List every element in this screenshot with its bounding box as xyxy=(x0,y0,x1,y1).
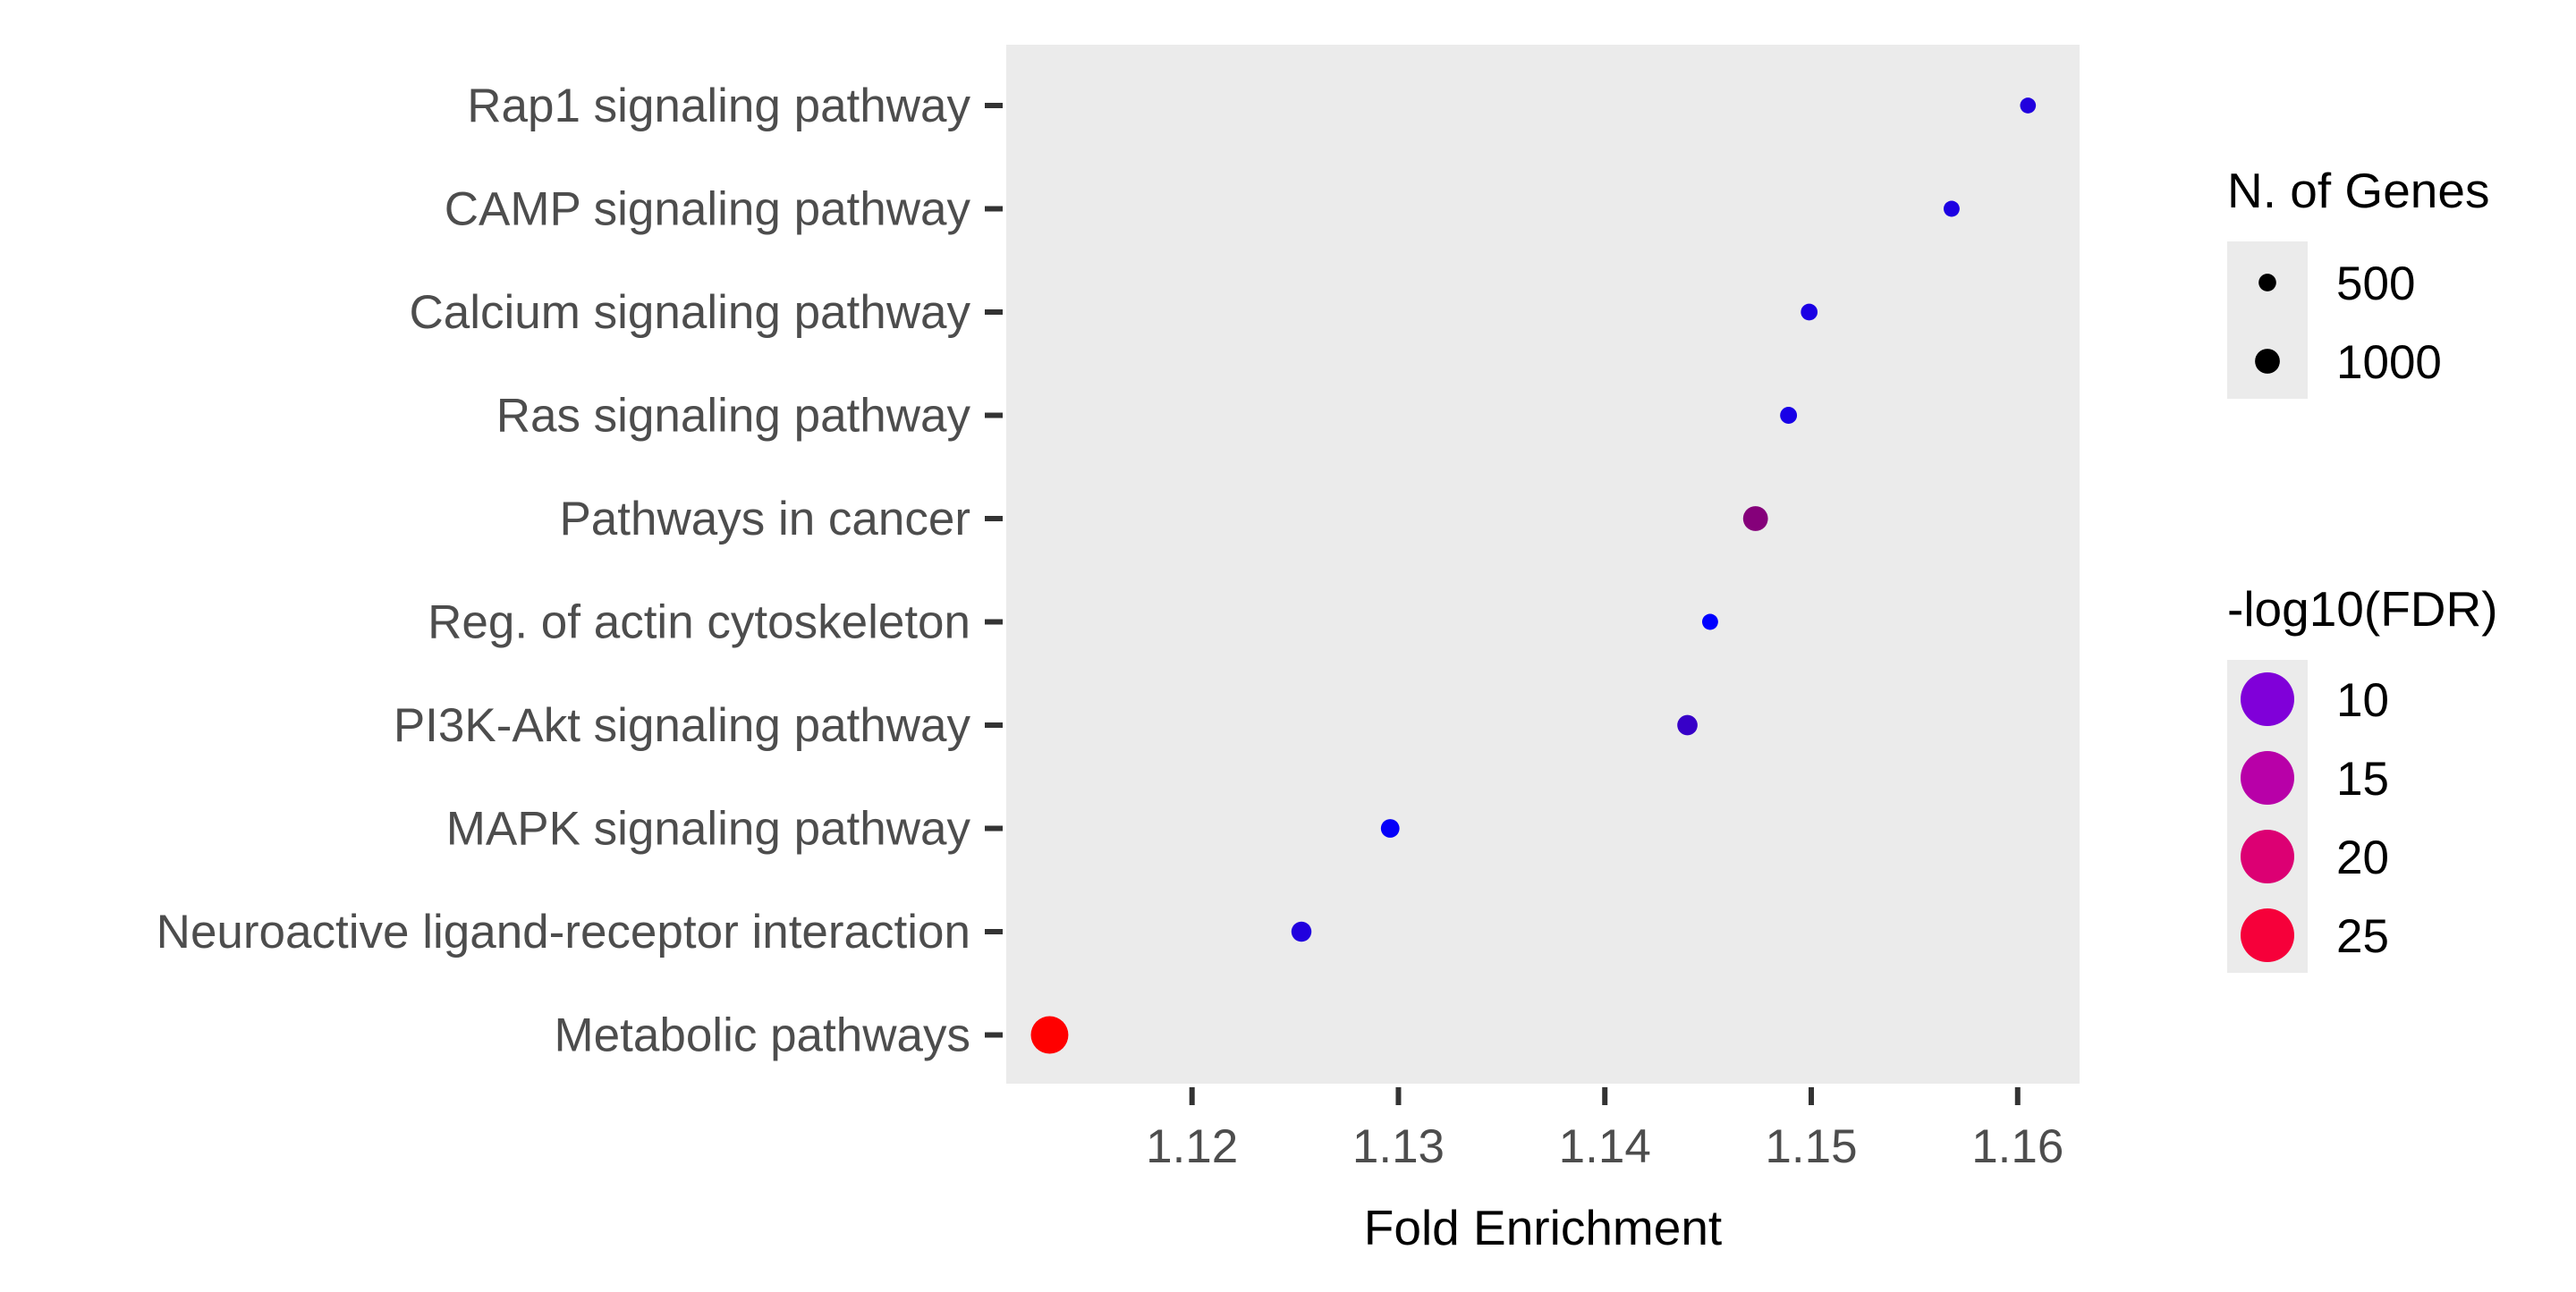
legend-size: N. of Genes 500 1000 xyxy=(2227,163,2489,399)
y-tick-label: Metabolic pathways xyxy=(555,1009,970,1062)
legend-size-key xyxy=(2255,349,2280,374)
data-point xyxy=(1701,613,1718,630)
legend-size-title: N. of Genes xyxy=(2227,163,2489,218)
legend-color-key xyxy=(2241,830,2294,883)
y-tick-label: Neuroactive ligand-receptor interaction xyxy=(157,906,970,958)
x-axis-title: Fold Enrichment xyxy=(1364,1200,1722,1255)
legend-color-label: 10 xyxy=(2336,674,2389,727)
x-tick-label: 1.13 xyxy=(1352,1120,1445,1173)
legend-color-key xyxy=(2241,751,2294,805)
legend-color-label: 25 xyxy=(2336,910,2389,963)
legend-color-label: 15 xyxy=(2336,753,2389,806)
legend-size-key-background xyxy=(2227,241,2308,399)
panel-background xyxy=(1006,45,2080,1084)
data-point xyxy=(1943,200,1960,217)
legend-size-label: 500 xyxy=(2336,258,2415,310)
y-tick-label: Rap1 signaling pathway xyxy=(467,80,970,132)
x-tick-label: 1.12 xyxy=(1146,1120,1238,1173)
x-tick-label: 1.15 xyxy=(1765,1120,1857,1173)
legend-color-title: -log10(FDR) xyxy=(2227,581,2498,637)
data-point xyxy=(1780,407,1798,424)
y-tick-label: Calcium signaling pathway xyxy=(410,286,971,339)
legend-size-label: 1000 xyxy=(2336,336,2442,389)
legend-color-label: 20 xyxy=(2336,832,2389,884)
legend-color: -log10(FDR) 10 15 20 25 xyxy=(2227,581,2498,973)
y-tick-label: PI3K-Akt signaling pathway xyxy=(394,699,971,752)
data-point xyxy=(1291,921,1312,942)
data-point xyxy=(1677,714,1698,736)
x-tick-label: 1.16 xyxy=(1971,1120,2063,1173)
x-tick-label: 1.14 xyxy=(1559,1120,1651,1173)
y-tick-label: CAMP signaling pathway xyxy=(445,183,971,236)
y-tick-label: Reg. of actin cytoskeleton xyxy=(428,596,970,649)
y-tick-label: Pathways in cancer xyxy=(559,493,970,545)
y-tick-label: Ras signaling pathway xyxy=(496,390,971,443)
x-axis: 1.12 1.13 1.14 1.15 1.16 xyxy=(1146,1087,2063,1173)
legend-color-key xyxy=(2241,908,2294,962)
data-point xyxy=(1030,1016,1069,1054)
data-point xyxy=(1742,506,1768,531)
legend-size-key xyxy=(2258,274,2276,291)
data-points xyxy=(1030,97,2037,1054)
y-tick-label: MAPK signaling pathway xyxy=(446,803,971,856)
y-axis: Rap1 signaling pathway CAMP signaling pat… xyxy=(157,80,1003,1062)
data-point xyxy=(2020,97,2037,114)
data-point xyxy=(1801,303,1818,321)
legend-color-key xyxy=(2241,672,2294,726)
data-point xyxy=(1380,819,1400,838)
